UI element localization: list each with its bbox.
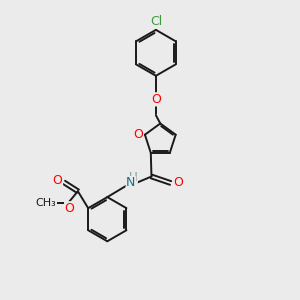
Text: O: O (134, 128, 143, 141)
Text: CH₃: CH₃ (36, 198, 56, 208)
Text: O: O (52, 174, 62, 187)
Text: O: O (65, 202, 75, 215)
Text: N: N (126, 176, 136, 190)
Text: O: O (173, 176, 183, 190)
Text: Cl: Cl (150, 15, 162, 28)
Text: H: H (128, 171, 137, 184)
Text: O: O (151, 93, 161, 106)
